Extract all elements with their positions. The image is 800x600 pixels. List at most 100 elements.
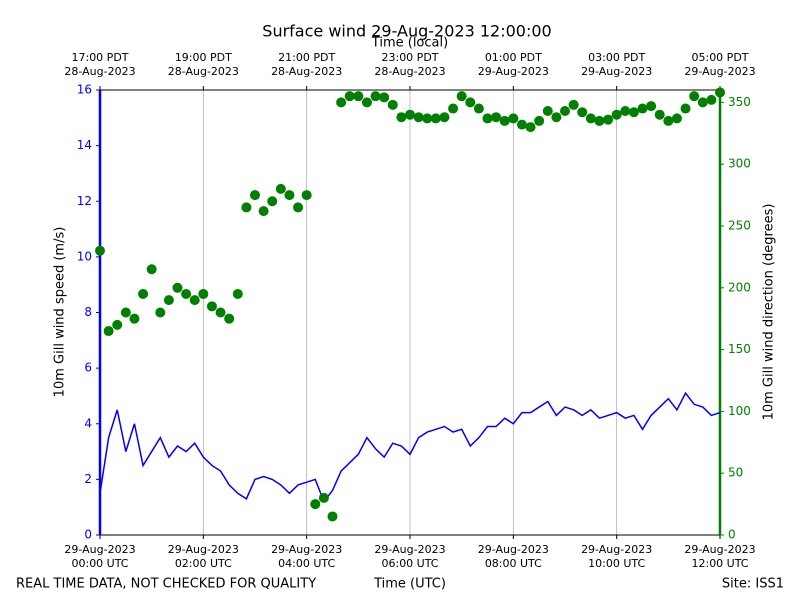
direction-point (396, 112, 407, 123)
direction-point (465, 97, 476, 108)
direction-point (301, 190, 312, 201)
y-tick-label: 16 (77, 83, 92, 97)
direction-point (310, 499, 321, 510)
direction-point (344, 91, 355, 102)
x-tick-label: 29-Aug-2023 00:00 UTC (64, 543, 136, 570)
direction-point (241, 202, 252, 213)
y-tick-label: 2 (84, 472, 92, 486)
direction-point (336, 97, 347, 108)
direction-point (551, 112, 562, 123)
y2-tick-label: 300 (728, 157, 751, 171)
direction-point (491, 112, 502, 123)
direction-point (456, 91, 467, 102)
direction-point (112, 319, 123, 330)
direction-point (215, 307, 226, 318)
direction-point (189, 295, 200, 306)
y-tick-label: 4 (84, 416, 92, 430)
direction-point (697, 97, 708, 108)
y2-tick-label: 350 (728, 95, 751, 109)
x-tick-label: 29-Aug-2023 04:00 UTC (271, 543, 343, 570)
y2-tick-label: 0 (728, 528, 736, 542)
direction-point (327, 511, 338, 522)
direction-point (293, 202, 304, 213)
direction-point (275, 183, 286, 194)
top-tick-label: 21:00 PDT 28-Aug-2023 (271, 51, 343, 78)
y-tick-label: 6 (84, 361, 92, 375)
direction-point (163, 295, 174, 306)
y-tick-label: 0 (84, 528, 92, 542)
x-tick-label: 29-Aug-2023 06:00 UTC (374, 543, 446, 570)
direction-point (129, 313, 140, 324)
direction-point (224, 313, 235, 324)
top-tick-label: 17:00 PDT 28-Aug-2023 (64, 51, 136, 78)
direction-point (181, 288, 192, 299)
x-tick-label: 29-Aug-2023 10:00 UTC (581, 543, 653, 570)
direction-point (413, 112, 424, 123)
top-tick-label: 01:00 PDT 29-Aug-2023 (477, 51, 549, 78)
x-tick-label: 29-Aug-2023 08:00 UTC (477, 543, 549, 570)
direction-point (603, 114, 614, 125)
direction-point (448, 103, 459, 114)
y2-tick-label: 100 (728, 404, 751, 418)
direction-point (138, 288, 149, 299)
direction-point (422, 113, 433, 124)
y-tick-label: 10 (77, 249, 92, 263)
direction-point (430, 113, 441, 124)
direction-point (499, 115, 510, 126)
y2-tick-label: 250 (728, 218, 751, 232)
direction-point (250, 190, 260, 201)
direction-point (568, 99, 579, 110)
direction-point (155, 307, 166, 318)
x-tick-label: 29-Aug-2023 12:00 UTC (684, 543, 756, 570)
speed-line (99, 391, 721, 504)
direction-point (671, 113, 682, 124)
y2-tick-label: 200 (728, 280, 751, 294)
direction-point (525, 122, 536, 133)
direction-point (318, 492, 329, 503)
x-axis-label: Time (UTC) (373, 577, 446, 592)
direction-point (715, 87, 725, 98)
direction-point (198, 288, 209, 299)
y-tick-label: 12 (77, 194, 92, 208)
direction-point (258, 206, 269, 217)
direction-point (585, 113, 596, 124)
direction-point (405, 109, 415, 120)
top-tick-label: 03:00 PDT 29-Aug-2023 (581, 51, 653, 78)
direction-point (361, 97, 372, 108)
direction-point (370, 91, 381, 102)
y-axis-label: 10m Gill wind speed (m/s) (53, 227, 68, 398)
direction-point (577, 107, 588, 118)
direction-point (146, 264, 157, 275)
direction-point (516, 119, 527, 130)
direction-point (482, 113, 493, 124)
top-tick-label: 19:00 PDT 28-Aug-2023 (167, 51, 239, 78)
top-axis-label: Time (local) (371, 36, 448, 51)
y2-tick-label: 50 (728, 466, 743, 480)
direction-point (534, 115, 545, 126)
direction-point (689, 91, 700, 102)
direction-point (95, 245, 105, 256)
direction-point (103, 326, 114, 337)
direction-point (646, 101, 657, 112)
y2-tick-label: 150 (728, 342, 751, 356)
y-tick-label: 8 (84, 305, 92, 319)
direction-point (206, 301, 217, 312)
direction-point (473, 103, 484, 114)
direction-point (387, 99, 398, 110)
direction-point (637, 103, 648, 114)
direction-point (680, 103, 691, 114)
direction-point (284, 190, 295, 201)
direction-point (232, 288, 243, 299)
direction-point (560, 106, 570, 117)
direction-point (620, 106, 631, 117)
direction-point (439, 112, 450, 123)
footer-note: REAL TIME DATA, NOT CHECKED FOR QUALITY (16, 577, 316, 592)
direction-point (611, 109, 622, 120)
direction-point (508, 113, 519, 124)
direction-point (172, 282, 183, 293)
site-label: Site: ISS1 (722, 577, 784, 592)
direction-point (542, 106, 553, 117)
top-tick-label: 23:00 PDT 28-Aug-2023 (374, 51, 446, 78)
